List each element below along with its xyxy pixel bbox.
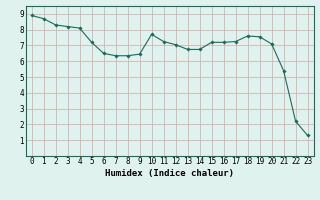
X-axis label: Humidex (Indice chaleur): Humidex (Indice chaleur) [105,169,234,178]
